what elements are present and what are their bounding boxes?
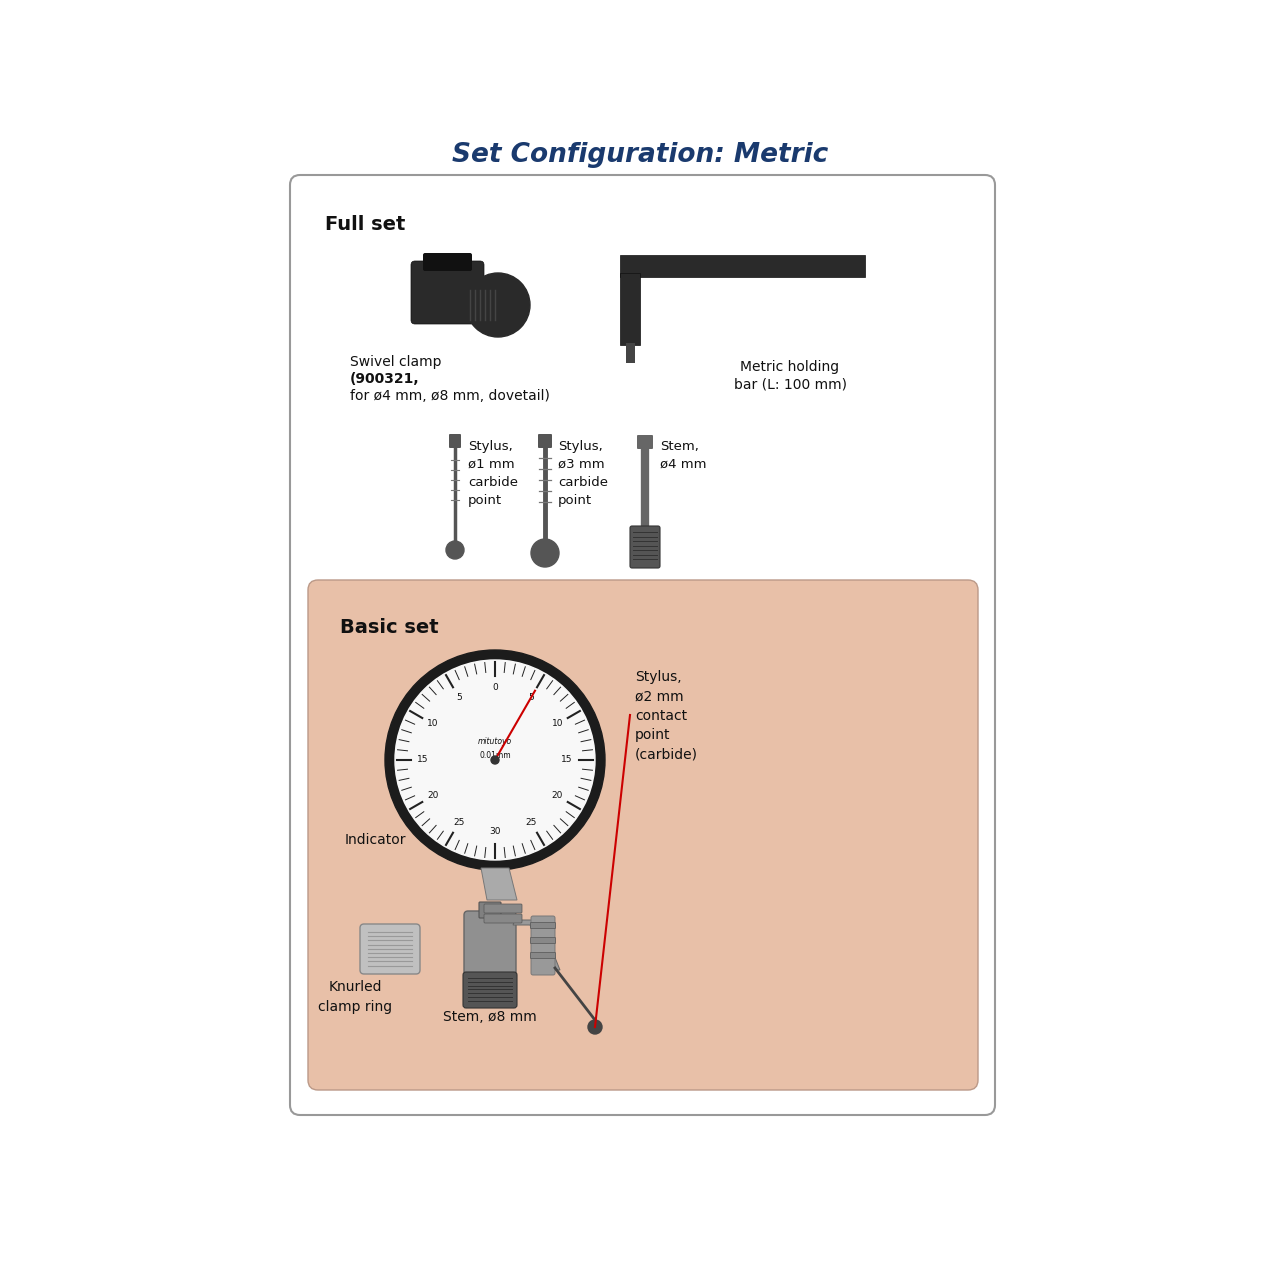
Text: 5: 5	[456, 694, 462, 703]
Text: 20: 20	[552, 791, 563, 800]
Polygon shape	[620, 255, 865, 276]
Circle shape	[531, 539, 559, 567]
Polygon shape	[481, 868, 517, 900]
Circle shape	[492, 756, 499, 764]
Text: 5: 5	[529, 694, 534, 703]
Text: Stem, ø8 mm: Stem, ø8 mm	[443, 1010, 536, 1024]
FancyBboxPatch shape	[530, 937, 556, 943]
Text: 0: 0	[492, 684, 498, 692]
FancyBboxPatch shape	[531, 916, 556, 975]
Text: bar (L: 100 mm): bar (L: 100 mm)	[733, 378, 846, 390]
FancyBboxPatch shape	[530, 923, 556, 928]
Text: Metric holding: Metric holding	[740, 360, 840, 374]
Text: 15: 15	[561, 755, 572, 764]
Text: Indicator: Indicator	[346, 833, 407, 847]
Text: Stylus,
ø1 mm
carbide
point: Stylus, ø1 mm carbide point	[468, 440, 518, 507]
FancyBboxPatch shape	[291, 175, 995, 1115]
FancyBboxPatch shape	[538, 434, 552, 448]
Text: (900321,: (900321,	[349, 372, 420, 387]
Text: Stylus,
ø3 mm
carbide
point: Stylus, ø3 mm carbide point	[558, 440, 608, 507]
FancyBboxPatch shape	[630, 526, 660, 568]
Text: Set Configuration: Metric: Set Configuration: Metric	[452, 142, 828, 168]
Text: 15: 15	[417, 755, 429, 764]
FancyBboxPatch shape	[465, 911, 516, 998]
Text: 10: 10	[428, 719, 438, 728]
Circle shape	[396, 660, 595, 860]
Polygon shape	[620, 273, 640, 346]
FancyBboxPatch shape	[484, 914, 522, 923]
Text: 20: 20	[428, 791, 438, 800]
Polygon shape	[626, 343, 635, 364]
Text: 25: 25	[525, 818, 536, 827]
Polygon shape	[513, 920, 561, 970]
FancyBboxPatch shape	[449, 434, 461, 448]
Text: Stylus,
ø2 mm
contact
point
(carbide): Stylus, ø2 mm contact point (carbide)	[635, 669, 698, 762]
Text: 25: 25	[453, 818, 465, 827]
Text: for ø4 mm, ø8 mm, dovetail): for ø4 mm, ø8 mm, dovetail)	[349, 389, 550, 403]
Text: 0.01mm: 0.01mm	[479, 750, 511, 759]
FancyBboxPatch shape	[479, 902, 500, 918]
Text: Stem,
ø4 mm: Stem, ø4 mm	[660, 440, 707, 471]
FancyBboxPatch shape	[308, 580, 978, 1091]
FancyBboxPatch shape	[360, 924, 420, 974]
FancyBboxPatch shape	[637, 435, 653, 449]
Text: Knurled
clamp ring: Knurled clamp ring	[317, 980, 392, 1014]
FancyBboxPatch shape	[530, 952, 556, 959]
FancyBboxPatch shape	[484, 904, 522, 913]
FancyBboxPatch shape	[411, 261, 484, 324]
Text: mitutoyo: mitutoyo	[477, 737, 512, 746]
Text: Swivel clamp: Swivel clamp	[349, 355, 442, 369]
Circle shape	[588, 1020, 602, 1034]
Text: 30: 30	[489, 827, 500, 837]
Text: 10: 10	[552, 719, 563, 728]
Circle shape	[466, 273, 530, 337]
FancyBboxPatch shape	[463, 972, 517, 1009]
Text: Full set: Full set	[325, 215, 406, 234]
Text: Basic set: Basic set	[340, 618, 439, 637]
Circle shape	[385, 650, 605, 870]
FancyBboxPatch shape	[422, 253, 472, 271]
Circle shape	[445, 541, 465, 559]
